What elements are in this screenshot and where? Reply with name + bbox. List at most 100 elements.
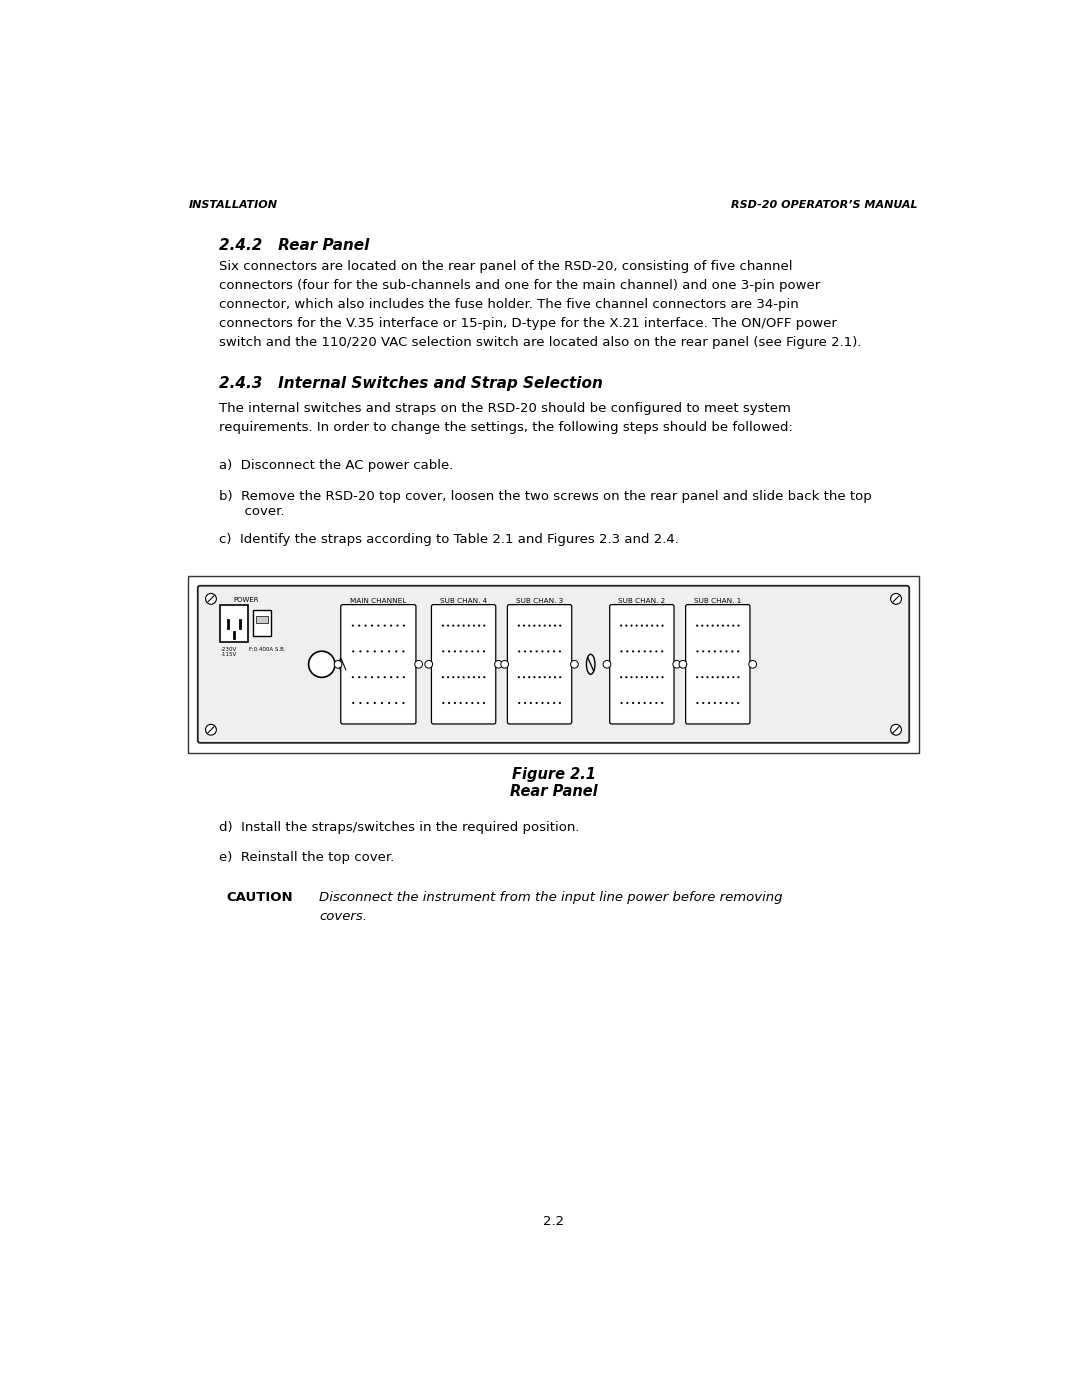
Circle shape xyxy=(403,701,405,704)
Circle shape xyxy=(454,701,456,704)
Circle shape xyxy=(554,624,556,627)
Circle shape xyxy=(460,701,462,704)
Circle shape xyxy=(352,624,354,627)
Circle shape xyxy=(646,676,648,679)
Circle shape xyxy=(462,624,464,627)
Circle shape xyxy=(442,651,444,652)
Circle shape xyxy=(471,701,473,704)
Circle shape xyxy=(359,676,361,679)
Circle shape xyxy=(644,701,646,704)
FancyBboxPatch shape xyxy=(610,605,674,724)
Circle shape xyxy=(731,701,733,704)
Circle shape xyxy=(530,651,532,652)
Ellipse shape xyxy=(586,654,595,675)
Circle shape xyxy=(636,624,638,627)
Text: Figure 2.1: Figure 2.1 xyxy=(512,767,595,782)
Text: Disconnect the instrument from the input line power before removing
covers.: Disconnect the instrument from the input… xyxy=(320,891,783,923)
Circle shape xyxy=(541,701,543,704)
Circle shape xyxy=(727,676,729,679)
Circle shape xyxy=(632,651,634,652)
Text: a)  Disconnect the AC power cable.: a) Disconnect the AC power cable. xyxy=(218,458,454,472)
Circle shape xyxy=(738,676,740,679)
Circle shape xyxy=(477,651,480,652)
Circle shape xyxy=(395,651,397,652)
Circle shape xyxy=(656,701,658,704)
Circle shape xyxy=(352,701,354,704)
Circle shape xyxy=(442,701,444,704)
Circle shape xyxy=(390,624,392,627)
Text: 2.4.2   Rear Panel: 2.4.2 Rear Panel xyxy=(218,239,369,253)
Circle shape xyxy=(205,594,216,605)
Circle shape xyxy=(553,701,555,704)
Circle shape xyxy=(360,651,362,652)
Circle shape xyxy=(702,651,704,652)
Circle shape xyxy=(721,624,724,627)
Text: cover.: cover. xyxy=(218,504,284,518)
Circle shape xyxy=(651,676,653,679)
Circle shape xyxy=(543,624,545,627)
Circle shape xyxy=(447,624,449,627)
Circle shape xyxy=(352,651,354,652)
Circle shape xyxy=(558,701,561,704)
Circle shape xyxy=(453,676,455,679)
Text: 2.4.3   Internal Switches and Strap Selection: 2.4.3 Internal Switches and Strap Select… xyxy=(218,376,603,391)
Circle shape xyxy=(559,676,562,679)
Circle shape xyxy=(891,594,902,605)
Circle shape xyxy=(447,676,449,679)
Circle shape xyxy=(374,651,376,652)
Circle shape xyxy=(558,651,561,652)
Circle shape xyxy=(656,651,658,652)
Circle shape xyxy=(554,676,556,679)
Text: c)  Identify the straps according to Table 2.1 and Figures 2.3 and 2.4.: c) Identify the straps according to Tabl… xyxy=(218,534,678,546)
Text: RSD-20 OPERATOR’S MANUAL: RSD-20 OPERATOR’S MANUAL xyxy=(731,200,918,210)
Circle shape xyxy=(714,701,716,704)
Text: d)  Install the straps/switches in the required position.: d) Install the straps/switches in the re… xyxy=(218,820,579,834)
Circle shape xyxy=(625,624,627,627)
Circle shape xyxy=(697,701,699,704)
Circle shape xyxy=(738,624,740,627)
Circle shape xyxy=(640,624,643,627)
Text: INSTALLATION: INSTALLATION xyxy=(189,200,279,210)
Circle shape xyxy=(534,624,536,627)
Circle shape xyxy=(478,676,481,679)
Circle shape xyxy=(528,624,530,627)
Circle shape xyxy=(719,651,721,652)
Circle shape xyxy=(483,651,485,652)
Bar xyxy=(188,576,919,753)
Circle shape xyxy=(708,701,711,704)
Circle shape xyxy=(632,701,634,704)
Circle shape xyxy=(539,624,541,627)
Circle shape xyxy=(518,701,521,704)
Text: CAUTION: CAUTION xyxy=(227,891,293,904)
Circle shape xyxy=(477,701,480,704)
Circle shape xyxy=(424,661,433,668)
Circle shape xyxy=(483,701,485,704)
Circle shape xyxy=(462,676,464,679)
Circle shape xyxy=(727,624,729,627)
Circle shape xyxy=(706,624,708,627)
Circle shape xyxy=(403,676,405,679)
Circle shape xyxy=(524,701,526,704)
Circle shape xyxy=(631,676,633,679)
Circle shape xyxy=(370,624,373,627)
Circle shape xyxy=(473,624,475,627)
Circle shape xyxy=(548,651,550,652)
Circle shape xyxy=(530,701,532,704)
Circle shape xyxy=(518,651,521,652)
Circle shape xyxy=(454,651,456,652)
Circle shape xyxy=(661,676,663,679)
Circle shape xyxy=(548,701,550,704)
Circle shape xyxy=(712,624,714,627)
Circle shape xyxy=(891,725,902,735)
Circle shape xyxy=(570,661,578,668)
Circle shape xyxy=(620,676,622,679)
Circle shape xyxy=(403,651,405,652)
Circle shape xyxy=(381,701,383,704)
Circle shape xyxy=(649,651,651,652)
Circle shape xyxy=(483,624,485,627)
Text: Six connectors are located on the rear panel of the RSD-20, consisting of five c: Six connectors are located on the rear p… xyxy=(218,260,861,349)
Circle shape xyxy=(415,661,422,668)
Circle shape xyxy=(517,624,519,627)
Circle shape xyxy=(534,676,536,679)
Circle shape xyxy=(646,624,648,627)
